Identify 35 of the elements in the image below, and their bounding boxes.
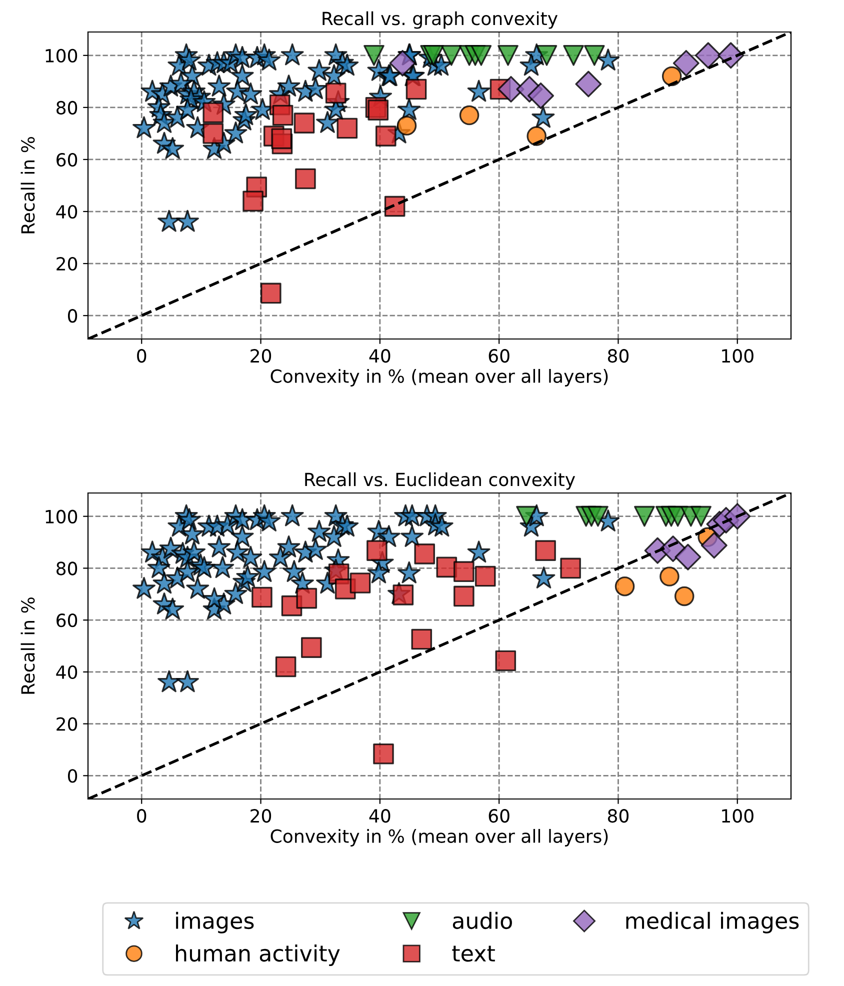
x-tick-label: 60 bbox=[488, 809, 510, 823]
x-tick-label: 100 bbox=[722, 809, 754, 823]
y-axis-title: Recall in % bbox=[20, 137, 35, 234]
chart-title: Recall vs. Euclidean convexity bbox=[305, 472, 576, 490]
x-tick-label: 20 bbox=[250, 809, 272, 823]
legend-label: images bbox=[176, 912, 254, 934]
legend-label: medical images bbox=[626, 912, 799, 934]
chart-title: Recall vs. graph convexity bbox=[322, 11, 558, 29]
x-axis-title: Convexity in % (mean over all layers) bbox=[270, 368, 608, 386]
x-tick-label: 0 bbox=[137, 349, 146, 363]
y-tick-label: 60 bbox=[56, 152, 78, 167]
x-tick-label: 0 bbox=[137, 809, 146, 823]
y-tick-label: 80 bbox=[56, 562, 78, 576]
y-tick-label: 100 bbox=[46, 510, 78, 524]
legend-label: audio bbox=[452, 912, 512, 930]
legend-label: human activity bbox=[176, 944, 340, 966]
x-tick-label: 40 bbox=[369, 349, 390, 363]
y-tick-label: 100 bbox=[46, 48, 78, 63]
y-tick-label: 20 bbox=[56, 257, 78, 271]
y-tick-label: 0 bbox=[68, 769, 78, 783]
x-tick-label: 60 bbox=[488, 349, 510, 363]
y-tick-label: 80 bbox=[56, 100, 78, 115]
x-tick-label: 80 bbox=[608, 349, 629, 363]
x-tick-label: 20 bbox=[250, 349, 272, 363]
x-tick-label: 80 bbox=[608, 809, 629, 823]
x-tick-label: 100 bbox=[722, 349, 754, 363]
x-axis-title: Convexity in % (mean over all layers) bbox=[270, 828, 608, 846]
legend-label: text bbox=[452, 946, 495, 962]
x-tick-label: 40 bbox=[369, 809, 390, 823]
y-tick-label: 40 bbox=[56, 665, 78, 680]
y-tick-label: 20 bbox=[56, 717, 78, 731]
y-tick-label: 0 bbox=[68, 309, 78, 323]
y-axis-title: Recall in % bbox=[20, 598, 35, 694]
y-tick-label: 40 bbox=[56, 204, 78, 219]
y-tick-label: 60 bbox=[56, 614, 78, 628]
